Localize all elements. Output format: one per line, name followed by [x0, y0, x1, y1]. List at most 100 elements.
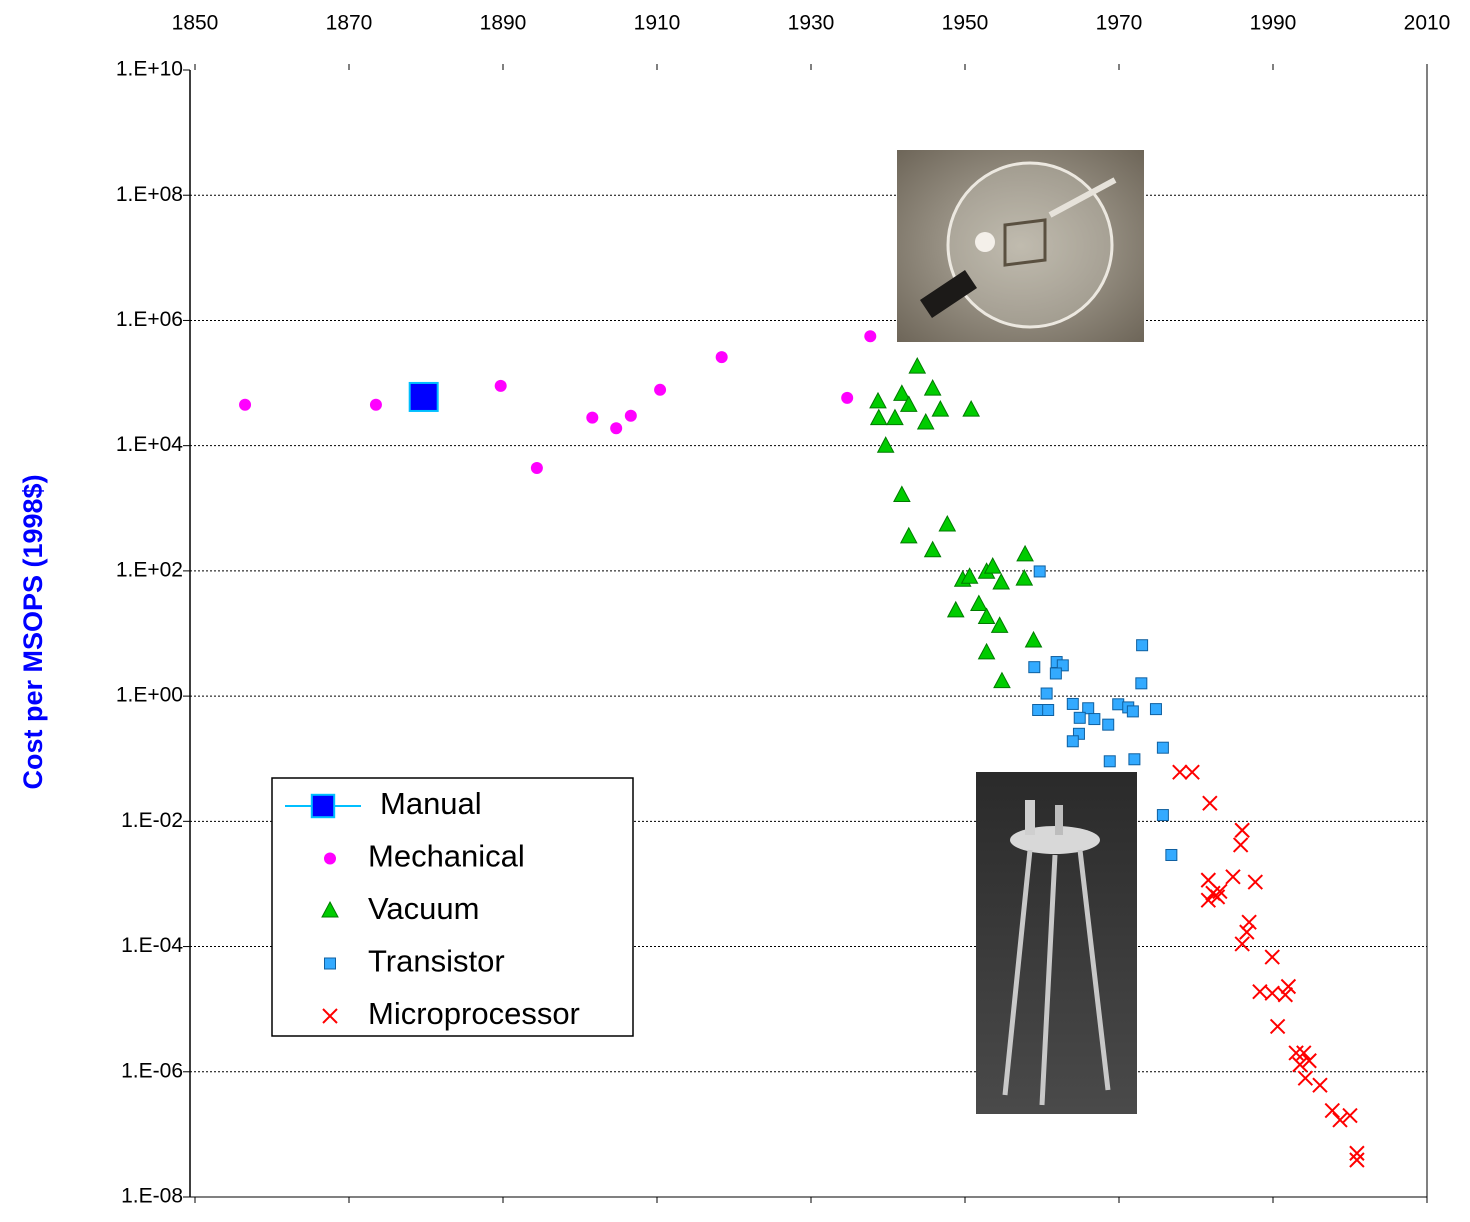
- y-tick-label: 1.E+08: [116, 183, 183, 206]
- marker: [1024, 630, 1043, 648]
- marker: [962, 400, 980, 417]
- legend-marker: [324, 957, 336, 970]
- marker: [841, 391, 854, 404]
- marker: [1200, 892, 1217, 908]
- marker: [923, 540, 942, 558]
- marker: [1072, 727, 1085, 740]
- marker: [1296, 1045, 1312, 1061]
- legend-items: Manual Mechanical Vacuum Transistor Micropro…: [285, 786, 580, 1031]
- marker: [624, 409, 637, 422]
- marker: [893, 384, 911, 401]
- y-tick-label: 1.E+04: [116, 433, 183, 456]
- marker: [1056, 659, 1069, 672]
- marker: [1202, 795, 1218, 811]
- y-tick-label: 1.E+00: [116, 684, 183, 707]
- marker: [1312, 1077, 1328, 1093]
- legend-label: Manual: [380, 786, 482, 821]
- marker: [1042, 704, 1055, 717]
- marker: [886, 408, 904, 426]
- marker: [239, 398, 252, 411]
- marker: [1172, 764, 1188, 780]
- marker: [908, 357, 927, 374]
- x-tick-label: 1990: [1250, 12, 1297, 35]
- marker: [893, 485, 911, 502]
- marker: [977, 642, 996, 660]
- legend-label: Transistor: [368, 944, 505, 979]
- marker: [1112, 698, 1125, 711]
- marker: [1264, 985, 1280, 1001]
- legend-marker: [322, 1008, 338, 1024]
- marker: [1252, 984, 1268, 1000]
- marker: [899, 526, 918, 544]
- x-tick-label: 1970: [1096, 12, 1143, 35]
- marker: [1102, 718, 1115, 731]
- marker: [369, 398, 382, 411]
- y-tick-label: 1.E+06: [116, 308, 183, 331]
- marker: [1135, 677, 1148, 690]
- marker: [1136, 639, 1149, 652]
- marker: [1128, 753, 1141, 766]
- y-tick-label: 1.E-02: [121, 809, 183, 832]
- marker: [1103, 755, 1116, 768]
- x-tick-label: 1910: [634, 12, 681, 35]
- legend-label: Microprocessor: [368, 996, 580, 1031]
- marker: [1241, 914, 1257, 930]
- marker: [970, 594, 988, 612]
- marker: [1209, 889, 1226, 905]
- marker: [990, 616, 1009, 633]
- marker: [1288, 1045, 1304, 1061]
- marker: [530, 461, 543, 474]
- marker: [1049, 667, 1062, 680]
- marker: [899, 395, 918, 412]
- marker: [1040, 687, 1053, 700]
- marker: [923, 379, 942, 396]
- marker: [993, 671, 1011, 689]
- x-tick-label: 1870: [326, 12, 373, 35]
- marker: [1277, 987, 1294, 1003]
- marker: [1073, 711, 1086, 724]
- marker: [1324, 1102, 1340, 1119]
- marker: [586, 411, 599, 424]
- marker: [992, 572, 1011, 590]
- marker: [1156, 741, 1169, 754]
- marker: [1292, 1056, 1308, 1073]
- marker: [1028, 661, 1041, 674]
- marker: [1349, 1152, 1365, 1168]
- marker: [916, 412, 935, 430]
- plot-area: 1.E-08 1.E-06 1.E-04 1.E-02 1.E+00 1.E+02 1.E+…: [116, 12, 1451, 1208]
- x-tick-label: 1930: [788, 12, 835, 35]
- marker: [946, 600, 965, 618]
- marker: [869, 408, 888, 426]
- marker: [1088, 713, 1101, 726]
- marker: [715, 351, 728, 364]
- x-tick-label: 2010: [1404, 12, 1451, 35]
- legend-label: Vacuum: [368, 891, 479, 926]
- marker: [1342, 1107, 1358, 1124]
- marker: [1066, 697, 1079, 710]
- marker: [864, 330, 877, 343]
- marker: [1264, 949, 1280, 965]
- marker: [1032, 704, 1045, 717]
- marker: [1332, 1112, 1348, 1128]
- marker: [1033, 565, 1046, 578]
- legend-marker: [310, 793, 336, 819]
- x-tick-label: 1890: [480, 12, 527, 35]
- marker: [1239, 924, 1255, 940]
- legend: Manual Mechanical Vacuum Transistor Micropro…: [271, 777, 634, 1037]
- x-tick-label: 1850: [172, 12, 219, 35]
- y-tick-label: 1.E-06: [121, 1059, 183, 1082]
- legend-marker: [321, 900, 339, 918]
- marker: [610, 422, 623, 435]
- legend-label: Mechanical: [368, 839, 525, 874]
- marker: [408, 381, 439, 412]
- legend-marker: [324, 852, 336, 865]
- marker: [1349, 1145, 1365, 1161]
- marker: [1225, 869, 1241, 885]
- marker: [1066, 735, 1079, 748]
- vacuum-tube-photo: [897, 150, 1144, 342]
- marker: [1234, 822, 1250, 838]
- marker: [1149, 703, 1162, 716]
- y-tick-label: 1.E+10: [116, 58, 183, 81]
